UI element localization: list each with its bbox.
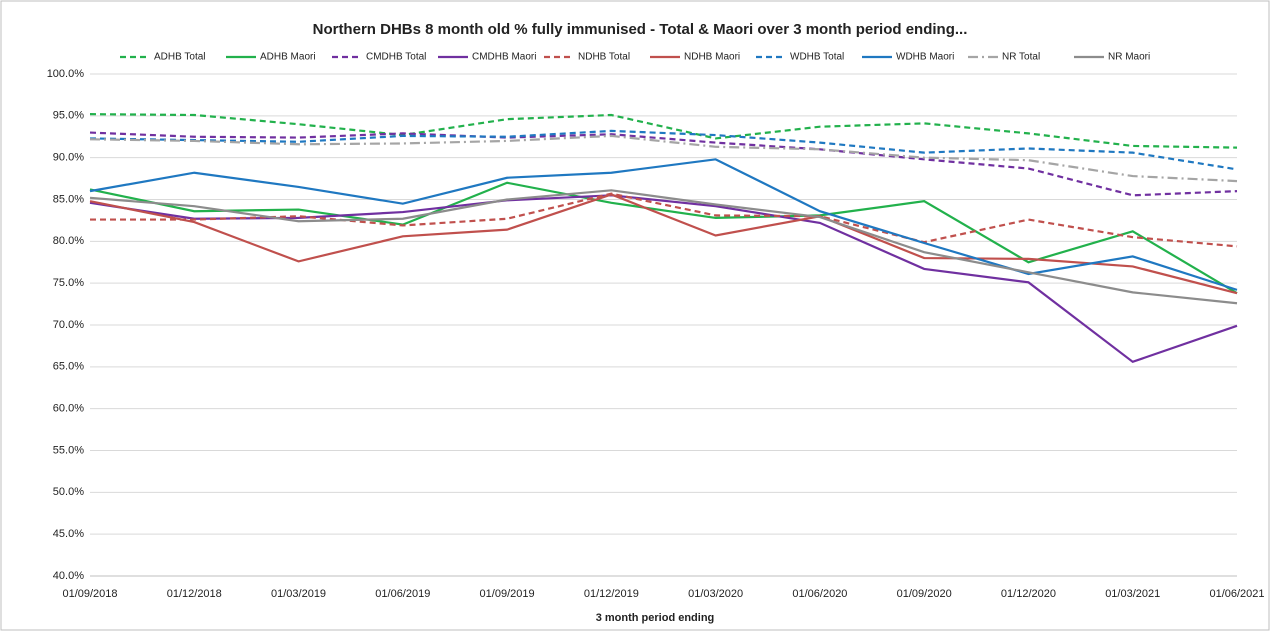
x-tick-label: 01/03/2021 — [1105, 588, 1160, 600]
y-tick-label: 95.0% — [53, 110, 84, 122]
x-tick-label: 01/03/2020 — [688, 588, 743, 600]
y-tick-label: 75.0% — [53, 277, 84, 289]
legend-label: ADHB Total — [154, 52, 206, 63]
legend-label: CMDHB Total — [366, 52, 426, 63]
x-tick-label: 01/12/2019 — [584, 588, 639, 600]
y-tick-label: 55.0% — [53, 444, 84, 456]
y-tick-label: 85.0% — [53, 193, 84, 205]
x-tick-label: 01/06/2019 — [375, 588, 430, 600]
x-tick-label: 01/09/2019 — [480, 588, 535, 600]
y-tick-label: 100.0% — [47, 68, 85, 80]
series-line — [90, 192, 1238, 248]
legend-label: ADHB Maori — [260, 52, 316, 63]
y-tick-label: 70.0% — [53, 319, 84, 331]
x-tick-label: 01/03/2019 — [271, 588, 326, 600]
legend-label: NDHB Maori — [684, 52, 740, 63]
x-tick-label: 01/12/2018 — [167, 588, 222, 600]
x-tick-label: 01/06/2021 — [1209, 588, 1264, 600]
x-tick-label: 01/09/2018 — [62, 588, 117, 600]
series-line — [89, 129, 1238, 171]
y-tick-label: 50.0% — [53, 486, 84, 498]
series-line — [89, 181, 1238, 295]
series-line — [89, 134, 1238, 183]
y-tick-label: 40.0% — [53, 570, 84, 582]
series-line — [89, 193, 1238, 295]
series-line — [89, 158, 1238, 291]
x-axis-title: 3 month period ending — [596, 612, 715, 624]
legend-label: WDHB Total — [790, 52, 844, 63]
legend-label: WDHB Maori — [896, 52, 954, 63]
x-tick-label: 01/09/2020 — [897, 588, 952, 600]
y-tick-label: 80.0% — [53, 235, 84, 247]
series-line — [89, 189, 1238, 305]
legend-label: NR Maori — [1108, 52, 1150, 63]
y-tick-label: 90.0% — [53, 152, 84, 164]
x-tick-label: 01/06/2020 — [792, 588, 847, 600]
y-tick-label: 65.0% — [53, 361, 84, 373]
legend-label: NDHB Total — [578, 52, 630, 63]
series-line — [89, 131, 1238, 197]
legend-label: NR Total — [1002, 52, 1040, 63]
chart-title: Northern DHBs 8 month old % fully immuni… — [313, 21, 968, 38]
legend-label: CMDHB Maori — [472, 52, 536, 63]
x-tick-label: 01/12/2020 — [1001, 588, 1056, 600]
y-tick-label: 60.0% — [53, 403, 84, 415]
series-line — [89, 113, 1238, 149]
y-tick-label: 45.0% — [53, 528, 84, 540]
